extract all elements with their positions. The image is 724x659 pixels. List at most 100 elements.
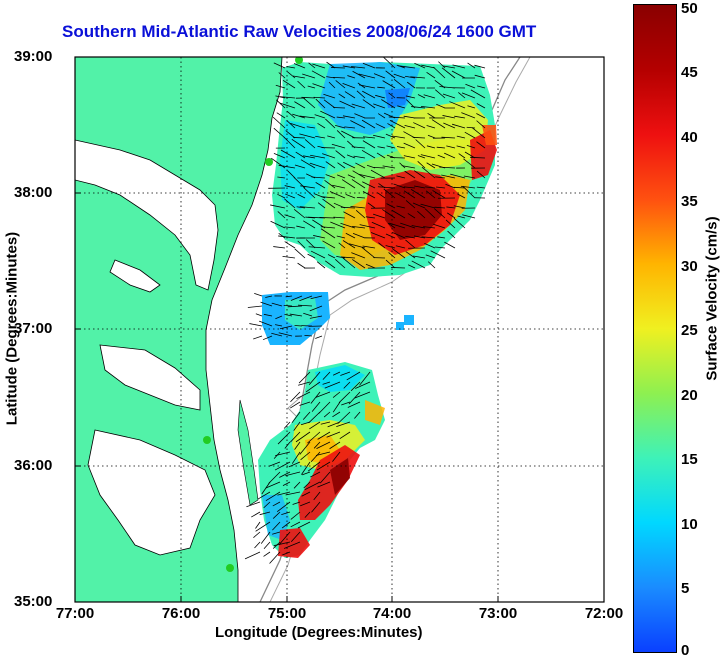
velocity-vector — [340, 222, 356, 229]
velocity-vector — [445, 219, 456, 229]
velocity-vector — [457, 193, 466, 199]
colorbar-tick: 25 — [681, 322, 698, 339]
velocity-vector — [385, 70, 396, 79]
velocity-vector — [308, 371, 321, 386]
velocity-vector — [251, 511, 261, 518]
velocity-vector — [423, 226, 436, 229]
velocity-vector — [432, 190, 446, 199]
velocity-vector — [310, 471, 321, 478]
y-tick-label: 35:00 — [14, 593, 53, 610]
velocity-vector — [426, 125, 436, 129]
velocity-vector — [324, 260, 336, 269]
velocity-vector — [436, 186, 446, 189]
velocity-vector — [415, 139, 426, 149]
velocity-vector — [411, 225, 426, 229]
velocity-vector — [342, 115, 356, 119]
velocity-vector — [351, 179, 366, 189]
velocity-vector — [355, 381, 371, 389]
velocity-vector — [294, 441, 301, 450]
velocity-vector — [323, 93, 336, 99]
velocity-vector — [405, 200, 416, 209]
velocity-vector — [391, 248, 406, 259]
velocity-vector — [335, 80, 346, 89]
velocity-vector — [287, 170, 296, 179]
velocity-vector — [439, 166, 456, 169]
velocity-vector — [286, 120, 296, 129]
velocity-vector — [445, 183, 456, 189]
velocity-vector — [437, 236, 446, 239]
velocity-vector — [301, 461, 311, 475]
velocity-vector — [351, 103, 366, 109]
velocity-vector — [278, 164, 296, 169]
velocity-vector — [382, 209, 396, 219]
station-marker — [265, 158, 273, 166]
velocity-vector — [312, 63, 326, 69]
velocity-vector — [396, 64, 406, 69]
velocity-vector — [259, 511, 271, 516]
velocity-vector — [273, 62, 286, 69]
velocity-vector — [356, 90, 366, 99]
velocity-vector — [277, 431, 291, 445]
velocity-vector — [284, 441, 291, 449]
velocity-vector — [290, 531, 301, 543]
velocity-vector — [391, 267, 406, 269]
velocity-vector — [325, 174, 336, 179]
velocity-vector — [341, 179, 356, 189]
y-tick-label: 38:00 — [14, 184, 53, 201]
velocity-vector — [373, 134, 386, 139]
velocity-vector — [325, 118, 336, 129]
velocity-vector — [331, 67, 346, 69]
velocity-vector — [265, 491, 281, 502]
velocity-vector — [284, 241, 296, 249]
vector-field — [244, 57, 486, 564]
velocity-vector — [338, 391, 351, 403]
y-tick-label: 39:00 — [14, 48, 53, 65]
velocity-vector — [301, 491, 311, 497]
velocity-vector — [412, 202, 426, 209]
velocity-vector — [319, 471, 331, 484]
x-tick-label: 73:00 — [478, 605, 518, 622]
velocity-vector — [362, 140, 376, 149]
velocity-vector — [285, 491, 301, 496]
velocity-vector — [456, 145, 466, 149]
velocity-vector — [273, 127, 286, 139]
velocity-vector — [449, 101, 466, 109]
velocity-vector — [342, 240, 356, 249]
velocity-vector — [410, 189, 426, 199]
velocity-vector — [382, 165, 396, 169]
velocity-vector — [244, 551, 261, 560]
velocity-vector — [291, 139, 306, 149]
velocity-vector — [327, 135, 336, 139]
velocity-vector — [305, 239, 316, 249]
velocity-vector — [461, 92, 476, 99]
velocity-vector — [299, 133, 316, 139]
velocity-vector — [464, 131, 476, 139]
velocity-vector — [314, 114, 326, 119]
velocity-vector — [377, 192, 386, 199]
velocity-vector — [424, 208, 436, 219]
velocity-vector — [285, 471, 301, 477]
velocity-vector — [403, 186, 416, 189]
velocity-vector — [279, 96, 296, 99]
velocity-vector — [276, 112, 286, 119]
velocity-vector — [332, 411, 341, 418]
velocity-vector — [268, 461, 281, 467]
velocity-vector — [278, 72, 286, 79]
velocity-vector — [424, 242, 436, 249]
velocity-vector — [303, 220, 316, 229]
velocity-vector — [463, 175, 476, 179]
velocity-vector — [447, 230, 456, 239]
velocity-vector — [281, 521, 291, 529]
colorbar-tick: 40 — [681, 129, 698, 146]
velocity-vector — [391, 209, 406, 219]
velocity-vector — [273, 153, 286, 159]
velocity-vector — [293, 137, 306, 139]
colorbar-tick: 50 — [681, 0, 698, 17]
velocity-vector — [470, 156, 486, 159]
velocity-vector — [423, 94, 436, 99]
velocity-vector — [304, 139, 316, 149]
velocity-vector — [332, 401, 341, 413]
velocity-vector — [304, 511, 311, 518]
velocity-vector — [311, 70, 326, 79]
velocity-vector — [308, 62, 316, 69]
